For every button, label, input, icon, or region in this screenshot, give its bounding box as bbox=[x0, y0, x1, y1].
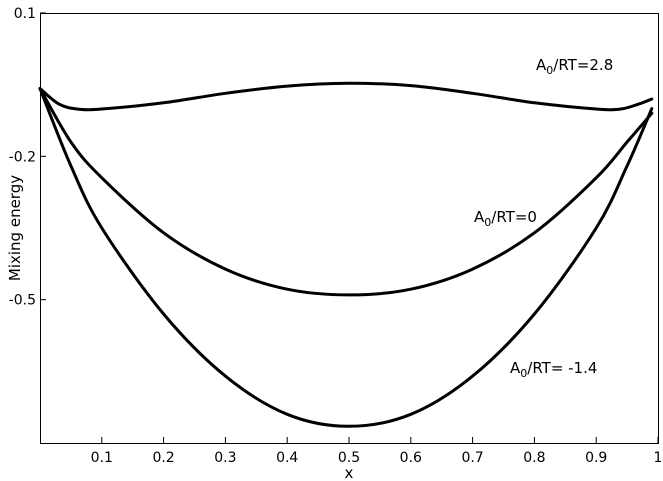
series-label-prefix: A bbox=[536, 56, 547, 74]
y-tick-label: 0.1 bbox=[14, 6, 36, 22]
plot-frame bbox=[40, 13, 659, 444]
x-tick-label: 0.5 bbox=[338, 450, 360, 466]
series-label-suffix: /RT=0 bbox=[491, 208, 537, 226]
series-line-0 bbox=[38, 81, 654, 112]
x-tick-label: 0.8 bbox=[523, 450, 545, 466]
series-label-suffix: /RT=2.8 bbox=[553, 56, 613, 74]
x-tick-label: 0.4 bbox=[276, 450, 298, 466]
x-tick-label: 0.1 bbox=[91, 450, 113, 466]
x-axis-title: x bbox=[345, 464, 354, 481]
x-tick-label: 0.3 bbox=[214, 450, 236, 466]
series-label-suffix: /RT= -1.4 bbox=[527, 359, 597, 377]
y-tick-label: -0.2 bbox=[9, 149, 36, 165]
x-tick-label: 0.2 bbox=[152, 450, 174, 466]
series-label-1: A0/RT=0 bbox=[474, 208, 537, 229]
series-label-subscript: 0 bbox=[520, 367, 527, 380]
x-tick-label: 0.7 bbox=[461, 450, 483, 466]
series-label-0: A0/RT=2.8 bbox=[536, 56, 613, 77]
series-label-prefix: A bbox=[510, 359, 521, 377]
x-tick-label: 0.6 bbox=[400, 450, 422, 466]
series-label-subscript: 0 bbox=[546, 64, 553, 77]
x-tick-label: 1 bbox=[654, 450, 663, 466]
series-line-1 bbox=[38, 87, 654, 297]
x-tick-label: 0.9 bbox=[585, 450, 607, 466]
series-line-2 bbox=[38, 87, 654, 428]
ticks-layer: 0.1 0.2 0.3 0.4 0.5 0.6 0.7 0.8 0.9 1 0.1 -0.2 -0.5 bbox=[9, 6, 663, 466]
series-label-subscript: 0 bbox=[484, 216, 491, 229]
y-axis-title: Mixing energy bbox=[6, 175, 24, 281]
curve-labels-layer: A0/RT=2.8A0/RT=0A0/RT= -1.4 bbox=[474, 56, 613, 380]
series-label-prefix: A bbox=[474, 208, 485, 226]
curves-layer bbox=[38, 81, 654, 428]
series-label-2: A0/RT= -1.4 bbox=[510, 359, 597, 380]
y-tick-label: -0.5 bbox=[9, 293, 36, 309]
